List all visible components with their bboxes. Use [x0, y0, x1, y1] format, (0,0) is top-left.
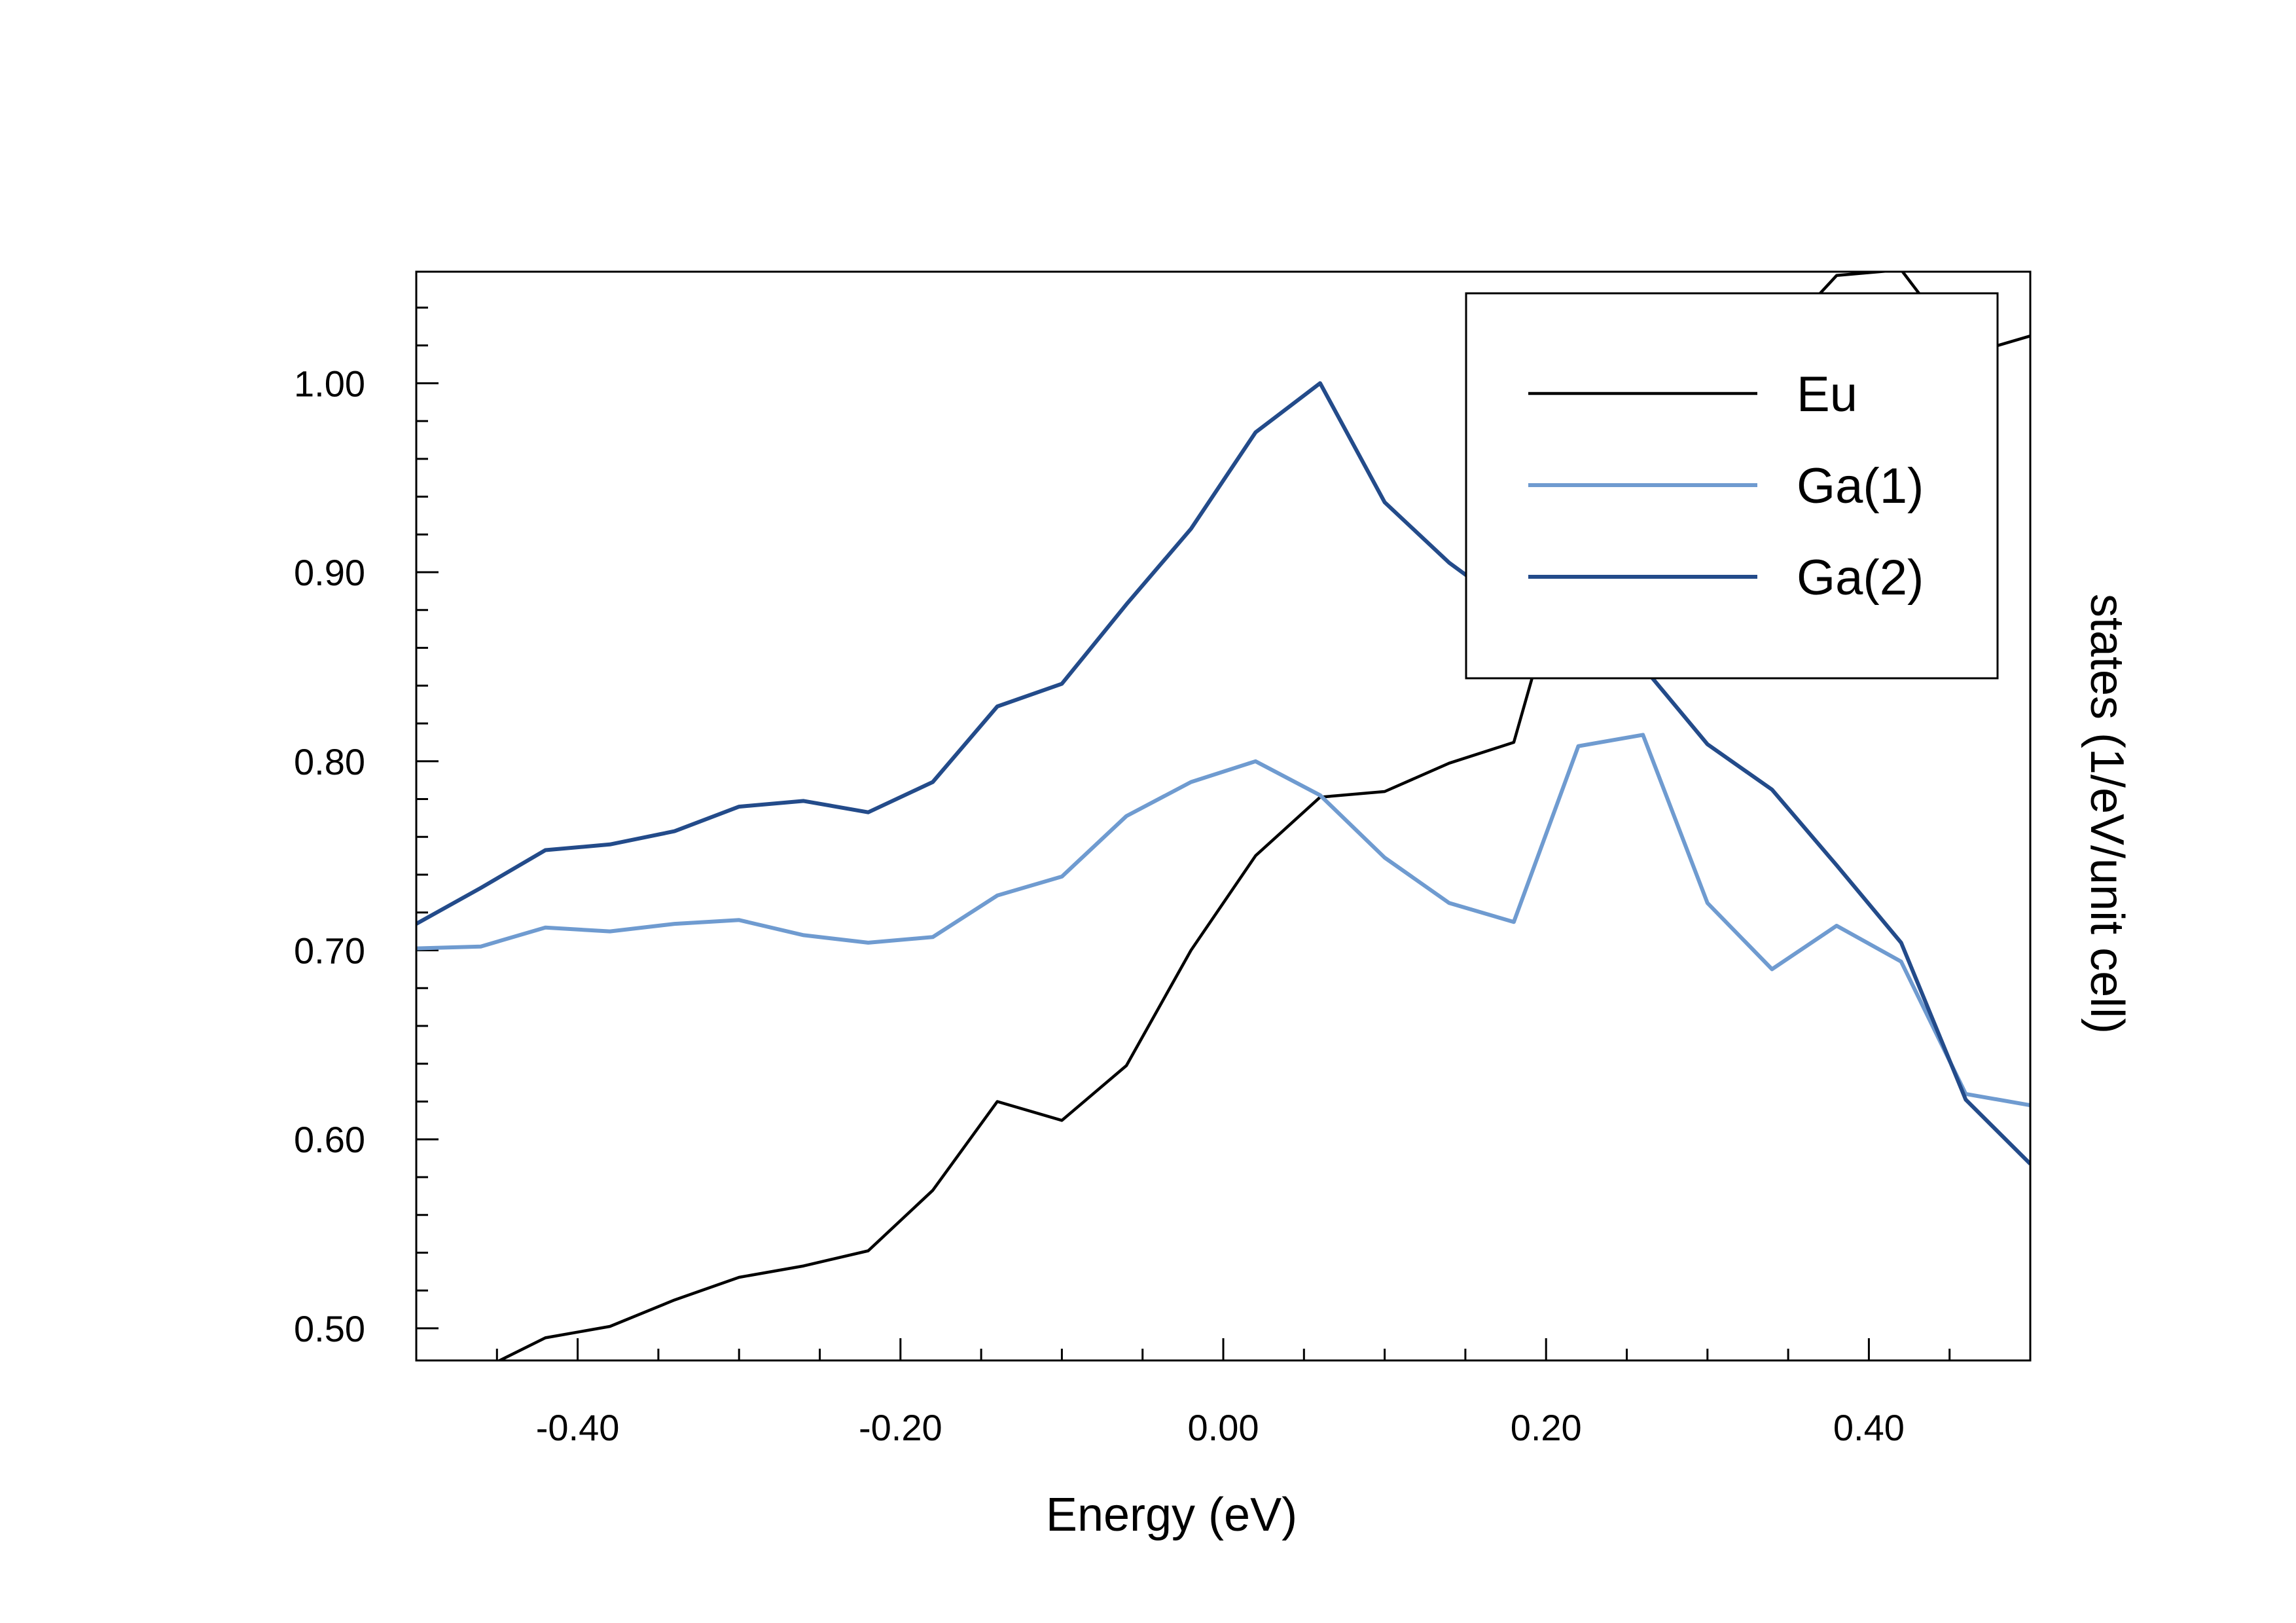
- legend-label: Ga(1): [1797, 458, 1924, 514]
- x-tick-label: 0.20: [1511, 1407, 1582, 1448]
- y-tick-label: 0.90: [294, 552, 365, 593]
- x-axis-ticks: -0.40 -0.20 0.00 0.20 0.40: [495, 1338, 1951, 1448]
- series-line-ga-2: [416, 381, 2030, 1165]
- y-tick-label: 0.80: [294, 741, 365, 782]
- x-axis-title: Energy (eV): [1046, 1489, 1297, 1541]
- y-axis-title: states (1/eV/unit cell): [2081, 594, 2133, 1034]
- x-tick-label: 0.40: [1833, 1407, 1905, 1448]
- series-line-ga-1: [416, 733, 2030, 1108]
- x-tick-label: -0.40: [536, 1407, 620, 1448]
- plot-frame: [415, 270, 2032, 1362]
- legend-label: Ga(2): [1797, 550, 1924, 606]
- y-tick-label: 0.70: [294, 930, 365, 971]
- legend-label: Eu: [1797, 367, 1857, 422]
- y-axis-ticks: 0.50 0.60 0.70 0.80 0.90 1.00: [294, 306, 439, 1349]
- x-tick-label: 0.00: [1188, 1407, 1259, 1448]
- y-tick-label: 0.60: [294, 1119, 365, 1160]
- legend: Eu Ga(1) Ga(2): [1465, 292, 1999, 680]
- y-tick-label: 1.00: [294, 363, 365, 404]
- x-tick-label: -0.20: [859, 1407, 942, 1448]
- y-tick-label: 0.50: [294, 1308, 365, 1349]
